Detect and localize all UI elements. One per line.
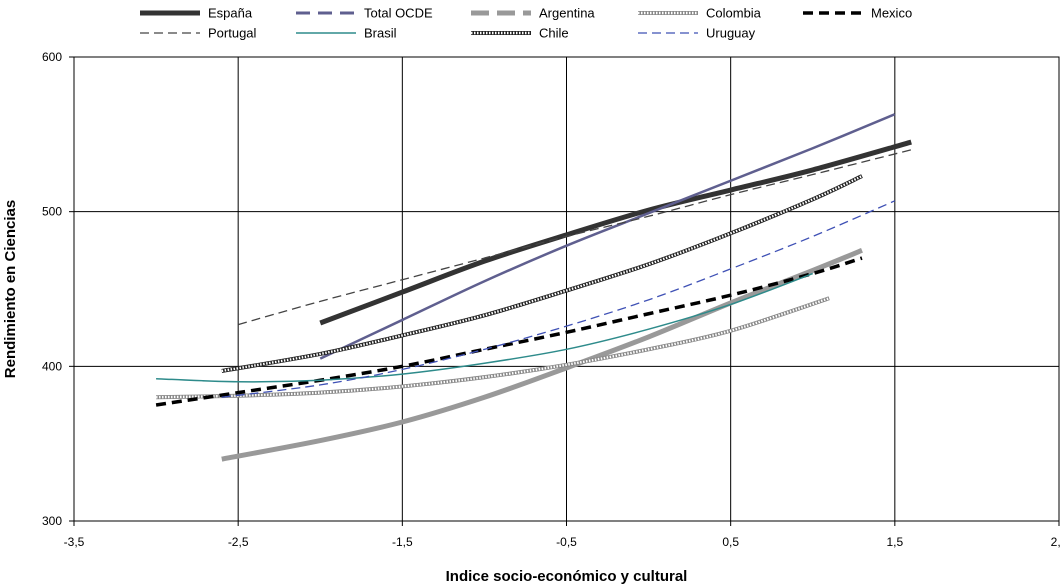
- x-tick-label: -0,5: [556, 535, 577, 549]
- legend-item-portugal: Portugal: [140, 26, 257, 41]
- series-portugal: [237, 149, 912, 326]
- y-tick-label: 500: [42, 205, 62, 219]
- legend-label: Chile: [539, 26, 569, 41]
- series-colombia: [156, 296, 830, 400]
- series-chile: [221, 174, 863, 373]
- y-axis-title: Rendimiento en Ciencias: [2, 200, 19, 378]
- x-tick-label: -3,5: [64, 535, 85, 549]
- legend-label: Total OCDE: [364, 6, 433, 21]
- legend-item-mexico: Mexico: [803, 6, 912, 21]
- legend-item-espana: España: [140, 6, 253, 21]
- legend-label: Portugal: [208, 26, 257, 41]
- series-total-ocde: [319, 113, 896, 360]
- x-tick-label: -2,5: [228, 535, 249, 549]
- legend-label: España: [208, 6, 253, 21]
- series-mexico-line: [155, 256, 863, 407]
- series-espana: [319, 139, 912, 326]
- x-tick-label: 2,5: [1051, 535, 1061, 549]
- legend-item-brasil: Brasil: [296, 26, 397, 41]
- legend-label: Mexico: [871, 6, 912, 21]
- series-total-ocde-line: [319, 113, 896, 360]
- series-colombia-band-dots: [156, 297, 830, 399]
- y-tick-labels: 300 400 500 600: [42, 50, 74, 528]
- series-layer: [155, 113, 912, 462]
- x-tick-label: 0,5: [722, 535, 739, 549]
- legend-item-uruguay: Uruguay: [638, 26, 756, 41]
- series-portugal-line: [237, 149, 912, 326]
- x-tick-label: 1,5: [886, 535, 903, 549]
- legend-label: Colombia: [706, 6, 762, 21]
- series-mexico: [155, 256, 863, 407]
- legend-item-total-ocde: Total OCDE: [296, 6, 433, 21]
- y-tick-label: 300: [42, 514, 62, 528]
- series-uruguay: [221, 200, 896, 398]
- series-chile-band: [221, 174, 863, 373]
- legend-label: Uruguay: [706, 26, 756, 41]
- legend-item-chile: Chile: [471, 26, 569, 41]
- x-axis-title: Indice socio-económico y cultural: [446, 568, 688, 584]
- series-brasil: [156, 272, 814, 383]
- legend-label: Argentina: [539, 6, 595, 21]
- legend-item-colombia: Colombia: [638, 6, 762, 21]
- legend: España Total OCDE Argentina Colombia Mexico P…: [140, 6, 912, 41]
- series-uruguay-line: [221, 200, 896, 398]
- x-tick-labels: -3,5 -2,5 -1,5 -0,5 0,5 1,5 2,5: [64, 521, 1061, 549]
- legend-label: Brasil: [364, 26, 397, 41]
- series-chile-band-dots: [221, 175, 863, 373]
- y-tick-label: 600: [42, 50, 62, 64]
- series-brasil-line: [156, 272, 814, 383]
- x-tick-label: -1,5: [392, 535, 413, 549]
- y-tick-label: 400: [42, 359, 62, 373]
- series-espana-line: [319, 139, 912, 326]
- legend-item-argentina: Argentina: [471, 6, 595, 21]
- grid-lines: [74, 57, 1059, 521]
